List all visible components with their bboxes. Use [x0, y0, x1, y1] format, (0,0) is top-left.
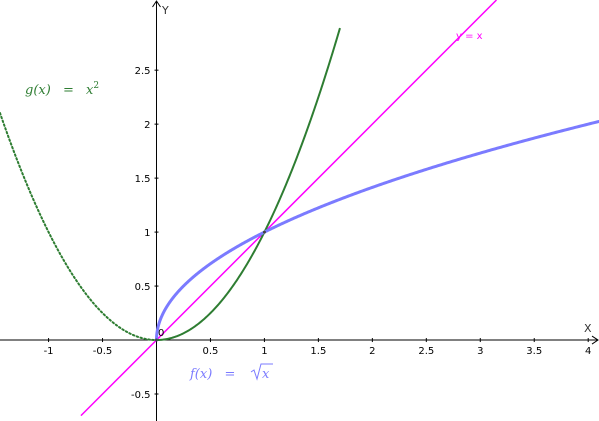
y-tick-label: 0.5 [135, 282, 151, 293]
y-tick-label: 2.5 [135, 66, 151, 77]
f-function-label: f(x) = x [189, 363, 273, 382]
x-axis-label: X [584, 322, 592, 335]
f-lhs: f(x) [189, 367, 212, 382]
g-base: x [86, 83, 94, 98]
tick-labels: -1 -0.5 0.5 1 1.5 2 2.5 3 3.5 4 -0.5 0.5 1 1.5 2 2.5 [44, 66, 592, 401]
y-tick-label: 1.5 [135, 174, 151, 185]
x-tick-label: 0.5 [203, 346, 219, 357]
f-equals: = [224, 367, 235, 382]
x-tick-label: 4 [585, 346, 591, 357]
y-axis-arrow [152, 0, 161, 8]
y-tick-label: 1 [144, 228, 150, 239]
identity-line-label: y = x [456, 31, 483, 42]
origin-label: 0 [158, 328, 164, 339]
svg-text:g(x) = x2: g(x) = x2 [25, 81, 99, 98]
x-tick-label: 2 [369, 346, 375, 357]
g-lhs: g(x) [25, 83, 51, 98]
x-tick-label: 1 [261, 346, 267, 357]
svg-text:f(x) =: f(x) = [189, 367, 235, 382]
g-exponent: 2 [93, 81, 99, 91]
f-radicand: x [262, 367, 270, 382]
intersection-point [154, 338, 158, 342]
y-tick-label: 2 [144, 120, 150, 131]
x-tick-label: -0.5 [93, 346, 113, 357]
y-axis-label: Y [161, 4, 169, 17]
g-curve-solid [156, 27, 341, 342]
intersection-point [262, 230, 266, 234]
g-equals: = [63, 83, 74, 98]
f-curve [155, 119, 599, 342]
g-function-label: g(x) = x2 [25, 81, 99, 98]
y-tick-label: -0.5 [131, 390, 151, 401]
x-tick-label: 3 [477, 346, 483, 357]
x-tick-label: 3.5 [526, 346, 542, 357]
x-tick-label: -1 [44, 346, 54, 357]
x-tick-label: 1.5 [310, 346, 326, 357]
x-axis-arrow [591, 335, 599, 345]
g-curve-dotted [0, 112, 158, 342]
x-tick-label: 2.5 [418, 346, 434, 357]
identity-line [80, 0, 498, 417]
radical-sign [250, 363, 273, 381]
